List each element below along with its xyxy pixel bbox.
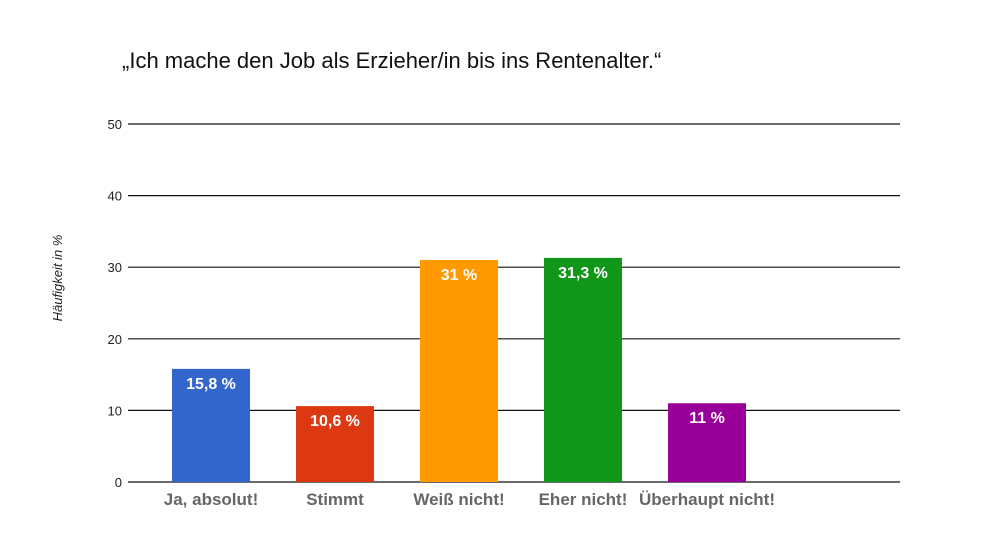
category-labels: Ja, absolut! Stimmt Weiß nicht! Eher nicht!… bbox=[164, 490, 775, 509]
bar bbox=[420, 260, 498, 482]
bar-value-label: 15,8 % bbox=[186, 376, 236, 393]
category-label: Weiß nicht! bbox=[413, 490, 504, 509]
category-label: Ja, absolut! bbox=[164, 490, 258, 509]
y-tick-label: 40 bbox=[108, 189, 122, 204]
bar bbox=[668, 403, 746, 482]
bar bbox=[296, 406, 374, 482]
bar-value-label: 31,3 % bbox=[558, 265, 608, 282]
y-tick-label: 10 bbox=[108, 403, 122, 418]
bar bbox=[172, 368, 250, 482]
bar-value-label: 31 % bbox=[441, 267, 477, 284]
y-tick-label: 20 bbox=[108, 332, 122, 347]
chart-title: „Ich mache den Job als Erzieher/in bis i… bbox=[122, 48, 662, 73]
y-axis-label: Häufigkeit in % bbox=[50, 235, 65, 322]
y-tick-label: 0 bbox=[115, 475, 122, 490]
category-label: Stimmt bbox=[306, 490, 364, 509]
category-label: Überhaupt nicht! bbox=[639, 490, 775, 509]
y-tick-label: 50 bbox=[108, 117, 122, 132]
y-tick-label: 30 bbox=[108, 260, 122, 275]
category-label: Eher nicht! bbox=[539, 490, 628, 509]
bars bbox=[172, 257, 746, 482]
bar-value-label: 11 % bbox=[689, 410, 725, 427]
gridlines bbox=[128, 123, 900, 483]
bar-value-label: 10,6 % bbox=[310, 413, 360, 430]
bar bbox=[544, 257, 622, 482]
y-tick-labels: 0 10 20 30 40 50 bbox=[108, 117, 122, 490]
data-labels: 15,8 % 10,6 % 31 % 31,3 % 11 % bbox=[186, 265, 725, 430]
